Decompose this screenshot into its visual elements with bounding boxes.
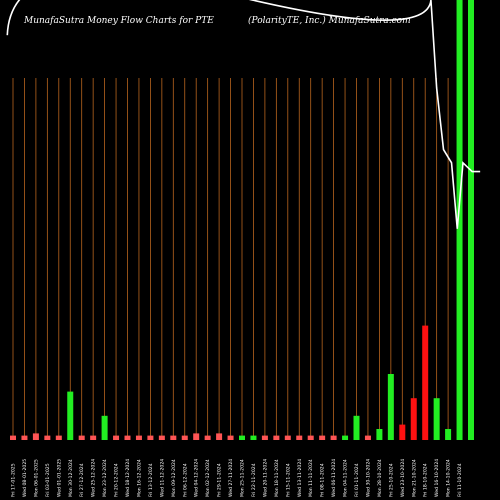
bar — [55, 435, 62, 440]
bar — [44, 435, 51, 440]
bar — [273, 435, 280, 440]
x-tick-label: Wed 23-10-2024 — [400, 459, 406, 497]
bar — [445, 429, 452, 440]
x-tick-label: Fri 18-10-2024 — [423, 463, 429, 497]
bar — [32, 433, 39, 440]
bar — [10, 435, 16, 440]
x-tick-label: Wed 30-10-2024 — [365, 459, 371, 497]
bar — [364, 435, 371, 440]
x-tick-label: Wed 06-11-2024 — [331, 459, 337, 497]
chart-title-right: (PolarityTE, Inc.) MunafaSutra.com — [248, 15, 411, 26]
bar — [353, 415, 360, 440]
x-tick-label: Mon 11-11-2024 — [308, 459, 314, 497]
money-flow-line-path — [6, 0, 481, 229]
bar — [216, 433, 223, 440]
x-tick-label: Wed 20-11-2024 — [262, 459, 268, 497]
bar — [170, 435, 177, 440]
x-tick-label: Mon 21-10-2024 — [411, 459, 417, 497]
bar — [307, 435, 314, 440]
bar — [90, 435, 97, 440]
x-tick-label: Mon 14-10-2024 — [446, 459, 452, 497]
x-tick-label: Mon 02-12-2024 — [205, 459, 211, 497]
bar — [422, 325, 429, 440]
bar — [147, 435, 154, 440]
bar — [342, 435, 349, 440]
bar — [468, 0, 474, 440]
bar — [181, 435, 188, 440]
x-tick-label: Fri 17-01-2025 — [11, 463, 17, 497]
x-tick-label: Fri 03-01-2025 — [45, 463, 51, 497]
bar — [239, 435, 245, 440]
bar — [21, 435, 28, 440]
x-tick-label: Fri 11-10-2024 — [457, 463, 463, 497]
bar — [227, 435, 234, 440]
x-tick-label: Wed 11-12-2024 — [159, 459, 165, 497]
bar — [204, 435, 211, 440]
chart-title-left: MunafaSutra Money Flow Charts for PTE — [23, 16, 214, 26]
bar — [410, 398, 417, 440]
bar — [330, 435, 337, 440]
x-tick-label: Fri 06-12-2024 — [182, 463, 188, 497]
x-tick-label: Mon 25-11-2024 — [240, 459, 246, 497]
bar — [433, 398, 440, 440]
bar — [158, 435, 165, 440]
x-tick-label: Mon 16-12-2024 — [136, 459, 142, 497]
bar — [399, 424, 406, 440]
x-tick-label: Mon 18-11-2024 — [274, 459, 280, 497]
x-tick-label: Mon 28-10-2024 — [377, 459, 383, 497]
x-tick-label: Wed 25-12-2024 — [91, 459, 97, 497]
bar — [376, 429, 383, 440]
bars — [10, 0, 474, 440]
x-tick-label: Mon 09-12-2024 — [171, 459, 177, 497]
x-tick-label: Fri 01-11-2024 — [354, 463, 360, 497]
bar — [456, 0, 463, 440]
bar — [78, 435, 85, 440]
bar — [101, 415, 108, 440]
bar — [67, 391, 74, 440]
x-tick-label: Fri 13-12-2024 — [148, 463, 154, 497]
bar — [284, 435, 291, 440]
x-tick-labels: Fri 17-01-2025 Wed 08-01-2025 Mon 06-01-20… — [11, 459, 464, 497]
x-tick-label: Fri 08-11-2024 — [320, 463, 326, 497]
money-flow-line — [6, 0, 481, 229]
x-tick-label: Wed 18-12-2024 — [125, 459, 131, 497]
x-tick-label: Fri 29-11-2024 — [217, 463, 223, 497]
x-tick-label: Mon 30-12-2024 — [68, 459, 74, 497]
x-tick-label: Mon 23-12-2024 — [102, 459, 108, 497]
bar — [135, 435, 142, 440]
x-tick-label: Wed 13-11-2024 — [297, 459, 303, 497]
x-tick-label: Fri 15-11-2024 — [285, 463, 291, 497]
bar — [261, 435, 268, 440]
gridlines — [12, 78, 460, 440]
bar — [387, 374, 394, 440]
x-tick-label: Mon 04-11-2024 — [343, 459, 349, 497]
bar — [124, 435, 131, 440]
x-tick-label: Fri 20-12-2024 — [114, 463, 120, 497]
bar — [113, 435, 120, 440]
x-tick-label: Wed 08-01-2025 — [22, 459, 28, 497]
x-tick-label: Fri 27-12-2024 — [79, 463, 85, 497]
x-tick-label: Wed 01-01-2025 — [56, 459, 62, 497]
bar — [193, 433, 200, 440]
bar — [296, 435, 303, 440]
bar — [319, 435, 326, 440]
x-tick-label: Mon 06-01-2025 — [33, 459, 39, 497]
bar — [250, 435, 257, 440]
x-tick-label: Wed 27-11-2024 — [228, 459, 234, 497]
x-tick-label: Fri 22-11-2024 — [251, 463, 257, 497]
x-tick-label: Fri 25-10-2024 — [388, 463, 394, 497]
x-tick-label: Wed 04-12-2024 — [194, 459, 200, 497]
x-tick-label: Wed 16-10-2024 — [434, 459, 440, 497]
